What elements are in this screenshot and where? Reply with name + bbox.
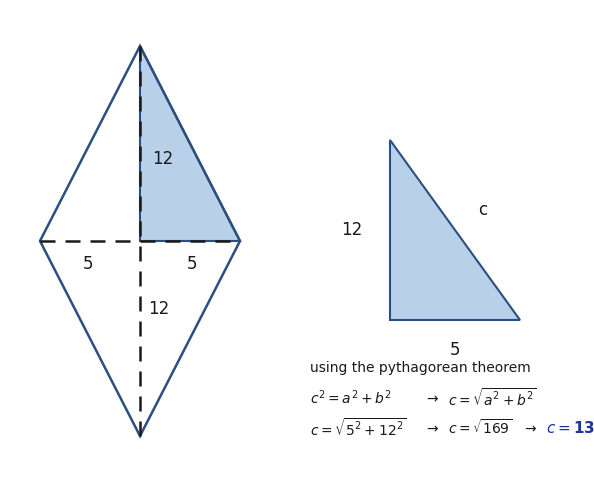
Text: $\mathit{c}=\mathbf{13}$: $\mathit{c}=\mathbf{13}$ (546, 420, 594, 436)
Text: 12: 12 (148, 300, 169, 318)
Text: 12: 12 (152, 150, 173, 168)
Text: $c=\sqrt{169}$: $c=\sqrt{169}$ (448, 418, 513, 438)
Text: 5: 5 (450, 341, 460, 359)
Polygon shape (140, 46, 240, 241)
Text: $c=\sqrt{5^2+12^2}$: $c=\sqrt{5^2+12^2}$ (310, 417, 406, 439)
Text: $c=\sqrt{a^2+b^2}$: $c=\sqrt{a^2+b^2}$ (448, 387, 536, 409)
Polygon shape (390, 140, 520, 320)
Text: c: c (478, 201, 488, 219)
Text: $\rightarrow$: $\rightarrow$ (522, 421, 538, 435)
Text: $c^2=a^2+b^2$: $c^2=a^2+b^2$ (310, 388, 392, 407)
Text: $\rightarrow$: $\rightarrow$ (424, 421, 440, 435)
Text: using the pythagorean theorem: using the pythagorean theorem (310, 361, 531, 375)
Text: 12: 12 (342, 221, 362, 239)
Text: 5: 5 (187, 255, 197, 273)
Text: $\rightarrow$: $\rightarrow$ (424, 391, 440, 405)
Text: 5: 5 (83, 255, 93, 273)
